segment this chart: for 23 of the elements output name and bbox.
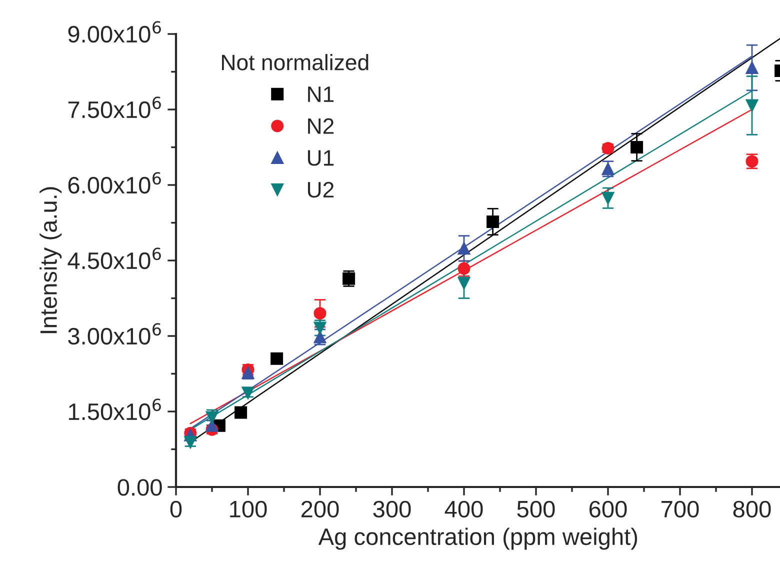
x-tick-label: 200 (301, 500, 339, 518)
x-tick-label: 300 (373, 500, 411, 518)
legend-label: N1 (308, 86, 334, 102)
y-axis-title: Intensity (a.u.) (40, 187, 62, 334)
y-tick-label: 0.00 (118, 479, 162, 496)
legend-label: U1 (308, 150, 334, 166)
x-tick-label: 800 (733, 500, 771, 518)
x-tick-label: 400 (444, 500, 483, 518)
legend-label: N2 (308, 118, 334, 134)
x-tick-label: 500 (517, 500, 555, 518)
x-tick-label: 600 (590, 500, 627, 518)
y-tick-label: 6.00x10$^{6}$ (68, 172, 161, 194)
y-tick-label: 7.50x10$^{6}$ (68, 96, 161, 118)
y-tick-label: 9.00x10$^{6}$ (68, 21, 161, 43)
x-axis-title: Ag concentration (ppm weight) (318, 528, 638, 550)
legend-label: U2 (308, 182, 334, 198)
x-tick-label: 700 (662, 500, 699, 518)
y-tick-label: 3.00x10$^{6}$ (68, 323, 161, 345)
y-tick-label: 4.50x10$^{6}$ (68, 248, 161, 270)
legend-title: Not normalized (222, 54, 368, 70)
y-tick-label: 1.50x10$^{6}$ (68, 398, 161, 420)
x-tick-label: 0 (170, 500, 182, 518)
x-tick-label: 100 (230, 500, 267, 518)
